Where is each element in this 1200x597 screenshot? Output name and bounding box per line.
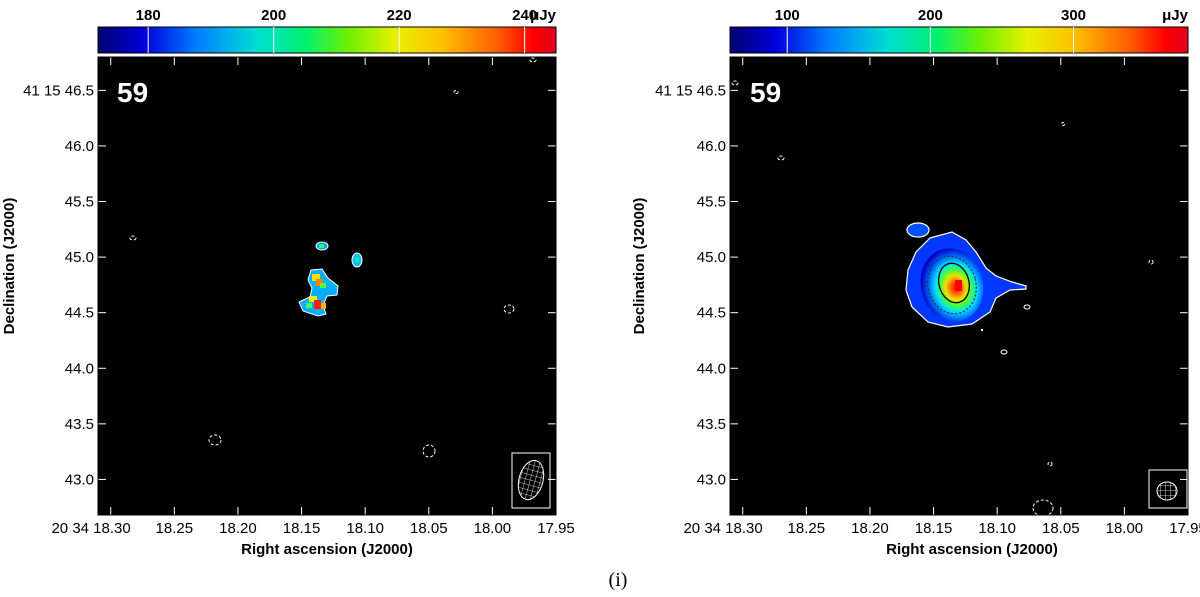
right-noise-contour: [1061, 122, 1065, 126]
right-colorbar-tick-label: 100: [775, 7, 800, 24]
right-x-tick-label: 18.15: [915, 520, 953, 537]
left-noise-contours: [129, 57, 537, 458]
right-x-tick-label: 18.10: [978, 520, 1016, 537]
right-x-tick-label: 17.95: [1169, 520, 1200, 537]
right-y-tick-label: 45.0: [697, 249, 726, 266]
right-noise-contour: [1047, 461, 1053, 467]
left-x-tick-label: 18.00: [474, 520, 512, 537]
left-x-axis-title: Right ascension (J2000): [241, 541, 413, 558]
left-y-tick-label: 43.5: [65, 416, 94, 433]
left-y-tick-label: 45.5: [65, 194, 94, 211]
right-source-blob: [906, 222, 930, 238]
right-colorbar-tick-label: 200: [918, 7, 943, 24]
right-noise-contour: [1032, 499, 1054, 517]
right-noise-contours: [731, 80, 1154, 517]
right-source-blob: [980, 328, 984, 332]
left-source-pixel: [309, 296, 317, 302]
left-colorbar-unit: μJy: [530, 7, 557, 24]
left-x-tick-label: 18.10: [346, 520, 384, 537]
right-source-contour: [937, 262, 971, 304]
left-x-ticks: 20 34 18.30 18.25 18.20 18.15 18.10 18.05 18.0…: [51, 57, 575, 537]
left-source-pixel: [312, 274, 320, 281]
right-y-tick-label: 46.0: [697, 138, 726, 155]
left-frame: [97, 56, 557, 516]
left-source-pixel: [316, 279, 323, 286]
right-y-tick-label: 45.5: [697, 194, 726, 211]
right-colorbar-unit: μJy: [1162, 7, 1189, 24]
right-x-tick-label: 18.00: [1106, 520, 1144, 537]
right-beam-ellipse: [1156, 481, 1178, 501]
right-x-tick-label: 20 34 18.30: [683, 520, 762, 537]
right-x-ticks: 20 34 18.30 18.25 18.20 18.15 18.10 18.05 18.0…: [683, 57, 1200, 537]
left-y-tick-label: 45.0: [65, 249, 94, 266]
left-noise-contour: [529, 57, 537, 63]
left-colorbar-tick-label: 240: [512, 7, 537, 24]
left-colorbar-tick-label: 180: [136, 7, 161, 24]
right-frame: [729, 56, 1189, 516]
left-noise-contour: [208, 434, 222, 446]
left-y-tick-label: 44.5: [65, 305, 94, 322]
right-x-tick-label: 18.20: [851, 520, 889, 537]
left-beam: [511, 452, 551, 509]
left-source-pixel: [355, 257, 359, 262]
right-source-blob: [1023, 304, 1031, 310]
right-panel-id: 59: [750, 77, 781, 108]
right-y-tick-label: 44.5: [697, 305, 726, 322]
left-source-pixel: [306, 303, 312, 308]
right-y-ticks: 41 15 46.5 46.0 45.5 45.0 44.5 44.0 43.5 43.0: [655, 82, 1188, 488]
left-y-tick-label: 44.0: [65, 360, 94, 377]
left-x-tick-label: 18.20: [219, 520, 257, 537]
left-y-tick-label: 43.0: [65, 471, 94, 488]
left-x-tick-label: 17.95: [537, 520, 575, 537]
right-y-axis-title: Declination (J2000): [631, 198, 648, 335]
right-noise-contour: [731, 80, 739, 86]
left-x-tick-label: 18.05: [410, 520, 448, 537]
left-source-pixel: [320, 283, 326, 288]
left-source-pixel: [319, 244, 324, 248]
right-x-tick-label: 18.25: [788, 520, 826, 537]
left-colorbar-tick-label: 220: [387, 7, 412, 24]
left-colorbar: [97, 26, 557, 54]
left-noise-contour: [129, 235, 137, 241]
left-source-emission: [298, 241, 363, 317]
right-x-tick-label: 18.05: [1042, 520, 1080, 537]
right-colorbar-tick-label: 300: [1061, 7, 1086, 24]
left-y-ticks: 41 15 46.5 46.0 45.5 45.0 44.5 44.0 43.5 43.0: [23, 82, 556, 488]
left-y-axis-title: Declination (J2000): [1, 198, 18, 335]
left-source-pixel: [321, 303, 326, 309]
right-x-axis-title: Right ascension (J2000): [886, 541, 1058, 558]
figure-caption: (i): [609, 569, 628, 591]
left-x-tick-label: 18.15: [283, 520, 321, 537]
right-source-peak: [955, 280, 962, 291]
right-y-tick-label: 43.5: [697, 416, 726, 433]
right-source-core: [920, 248, 984, 322]
left-beam-ellipse: [517, 459, 545, 501]
right-panel: 100 200 300 μJy 59 20 34 18.30 18.25: [631, 7, 1200, 558]
right-y-tick-label: 43.0: [697, 471, 726, 488]
right-y-tick-label: 41 15 46.5: [655, 82, 726, 99]
left-colorbar-tick-label: 200: [261, 7, 286, 24]
left-y-tick-label: 46.0: [65, 138, 94, 155]
left-source-pixel: [314, 300, 321, 309]
right-colorbar-labels: 100 200 300 μJy: [775, 7, 1189, 53]
right-source-emission: [905, 222, 1031, 355]
right-y-tick-label: 44.0: [697, 360, 726, 377]
left-x-tick-label: 18.25: [156, 520, 194, 537]
left-y-tick-label: 41 15 46.5: [23, 82, 94, 99]
left-noise-contour: [503, 304, 515, 314]
left-noise-contour: [422, 444, 436, 458]
right-beam: [1148, 469, 1188, 509]
right-noise-contour: [1148, 259, 1154, 265]
right-colorbar: [729, 26, 1189, 54]
left-noise-contour: [453, 90, 459, 94]
right-noise-contour: [777, 155, 785, 161]
right-source-blob: [1000, 349, 1008, 355]
left-panel-id: 59: [117, 77, 148, 108]
left-x-tick-label: 20 34 18.30: [51, 520, 130, 537]
